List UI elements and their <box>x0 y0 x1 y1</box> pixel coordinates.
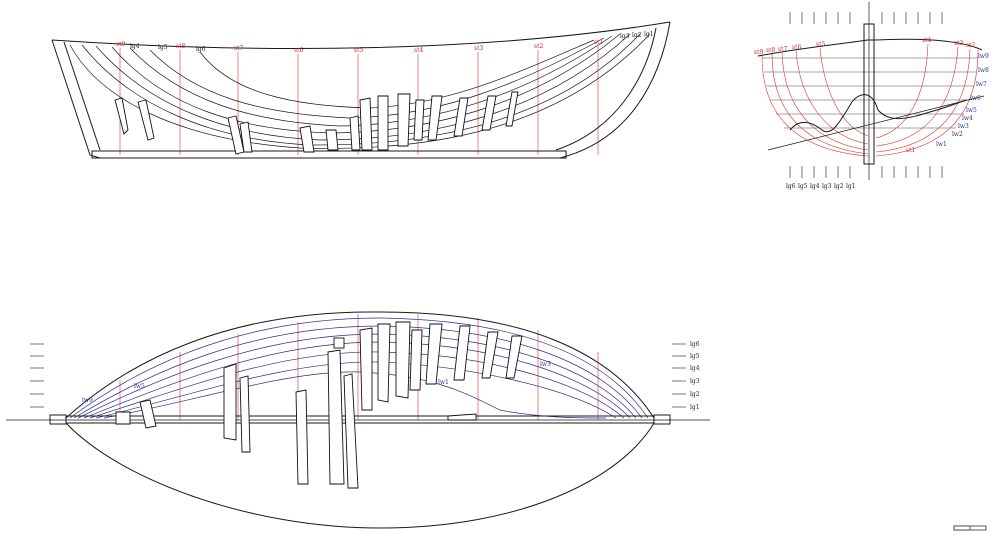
profile-stem-outer <box>559 21 671 159</box>
body-plan-view: st9 st8 st7 st6 st5 st4 st3 st2 st1 lw9 … <box>754 2 989 190</box>
profile-station-label: st7 <box>234 45 243 52</box>
profile-waterline-label: lg2 <box>632 32 642 39</box>
plan-hull-lower-outline <box>65 422 655 529</box>
plan-keel-end-left <box>49 414 67 425</box>
body-plan-station-label: st8 <box>766 47 775 54</box>
plan-hull-upper-outline <box>65 311 655 419</box>
plan-waterlines <box>69 317 649 419</box>
profile-waterline-label: lg4 <box>130 43 140 50</box>
profile-inner-stern <box>63 41 101 151</box>
body-plan-waterlines <box>762 57 978 129</box>
profile-station-label: st6 <box>294 47 303 54</box>
body-plan-station-label: st4 <box>922 37 931 44</box>
body-plan-waterline-label: lw9 <box>978 53 989 60</box>
plan-right-ticks <box>672 343 686 408</box>
body-plan-waterline-label: lw3 <box>958 123 969 130</box>
plan-waterline-label: lg1 <box>690 404 700 411</box>
body-plan-waterline-label: lw1 <box>936 141 947 148</box>
body-plan-bottom-label: lg6 <box>786 183 796 190</box>
body-plan-waterline-label: lw2 <box>952 131 963 138</box>
plan-right-labels: lg6 lg5 lg4 lg3 lg2 lg1 <box>690 341 700 411</box>
plan-waterline-label: lg6 <box>690 341 700 348</box>
body-plan-top-ticks <box>789 12 943 24</box>
plan-left-labels: lw9 lw5 lw1 lw3 <box>82 361 551 404</box>
profile-sheer-line <box>51 21 671 49</box>
plan-left-ticks <box>30 343 44 408</box>
profile-station-label: st3 <box>474 45 483 52</box>
profile-station-label: st1 <box>594 39 603 46</box>
profile-station-label: st4 <box>414 47 423 54</box>
body-plan-waterline-labels: lw9 lw8 lw7 lw6 lw5 lw4 lw3 lw2 lw1 <box>936 53 989 148</box>
profile-waterline-label: lg5 <box>158 44 168 51</box>
body-plan-station-label: st1 <box>906 147 915 154</box>
body-plan-station-label: st2 <box>966 42 975 49</box>
body-plan-bottom-label: lg3 <box>822 183 832 190</box>
body-plan-station-label: st3 <box>954 40 963 47</box>
body-plan-waterline-label: lw4 <box>962 115 973 122</box>
body-plan-waterline-label: lw6 <box>970 95 981 102</box>
profile-stem-inner <box>555 27 657 151</box>
profile-station-labels: st9 st8 st7 st6 st5 st4 st3 st2 st1 <box>116 39 603 54</box>
body-plan-waterline-label: lw7 <box>976 81 987 88</box>
profile-view: st9 st8 st7 st6 st5 st4 st3 st2 st1 lg4 … <box>51 21 671 159</box>
body-plan-waterline-label: lw5 <box>966 107 977 114</box>
profile-waterline-label: lg1 <box>644 31 654 38</box>
plan-waterline-label: lg2 <box>690 391 700 398</box>
plan-inner-label: lw5 <box>134 383 145 390</box>
profile-keel <box>91 150 567 159</box>
body-plan-deck-line <box>757 38 983 57</box>
body-plan-bottom-ticks <box>789 166 943 178</box>
body-plan-station-label: st7 <box>778 46 787 53</box>
profile-waterline-labels: lg4 lg5 lg6 lg3 lg2 lg1 <box>130 31 654 53</box>
body-plan-station-label: st6 <box>792 44 801 51</box>
body-plan-station-label: st9 <box>754 49 763 56</box>
profile-station-label: st9 <box>116 41 125 48</box>
plan-inner-label: lw1 <box>438 379 449 386</box>
body-plan-bottom-label: lg2 <box>834 183 844 190</box>
half-breadth-view: lw9 lw5 lw1 lw3 lg6 lg5 lg4 lg3 lg2 lg1 <box>6 311 710 529</box>
body-plan-sections <box>761 43 979 157</box>
profile-stern-post <box>51 39 101 159</box>
profile-frame-pieces <box>114 91 519 155</box>
body-plan-frame-outline <box>789 94 967 133</box>
body-plan-diagonal <box>767 95 985 151</box>
plan-waterline-label: lg4 <box>690 365 700 372</box>
profile-waterline-label: lg6 <box>196 46 206 53</box>
plan-waterline-label: lg5 <box>690 353 700 360</box>
plan-waterline-label: lg3 <box>690 378 700 385</box>
plan-frame-pieces <box>115 321 523 489</box>
plan-inner-label: lw3 <box>540 361 551 368</box>
body-plan-station-label: st5 <box>816 41 825 48</box>
body-plan-bottom-labels: lg6 lg5 lg4 lg3 lg2 lg1 <box>786 183 856 190</box>
profile-station-label: st2 <box>534 43 543 50</box>
profile-station-label: st5 <box>354 47 363 54</box>
body-plan-waterline-label: lw8 <box>978 67 989 74</box>
body-plan-bottom-label: lg4 <box>810 183 820 190</box>
plan-keel-end-right <box>653 414 671 425</box>
profile-waterline-label: lg3 <box>620 33 630 40</box>
scale-bar-icon <box>953 525 987 531</box>
body-plan-bottom-label: lg5 <box>798 183 808 190</box>
profile-station-label: st8 <box>176 43 185 50</box>
plan-inner-label: lw9 <box>82 397 93 404</box>
body-plan-station-labels: st9 st8 st7 st6 st5 st4 st3 st2 st1 <box>754 37 975 154</box>
body-plan-bottom-label: lg1 <box>846 183 856 190</box>
